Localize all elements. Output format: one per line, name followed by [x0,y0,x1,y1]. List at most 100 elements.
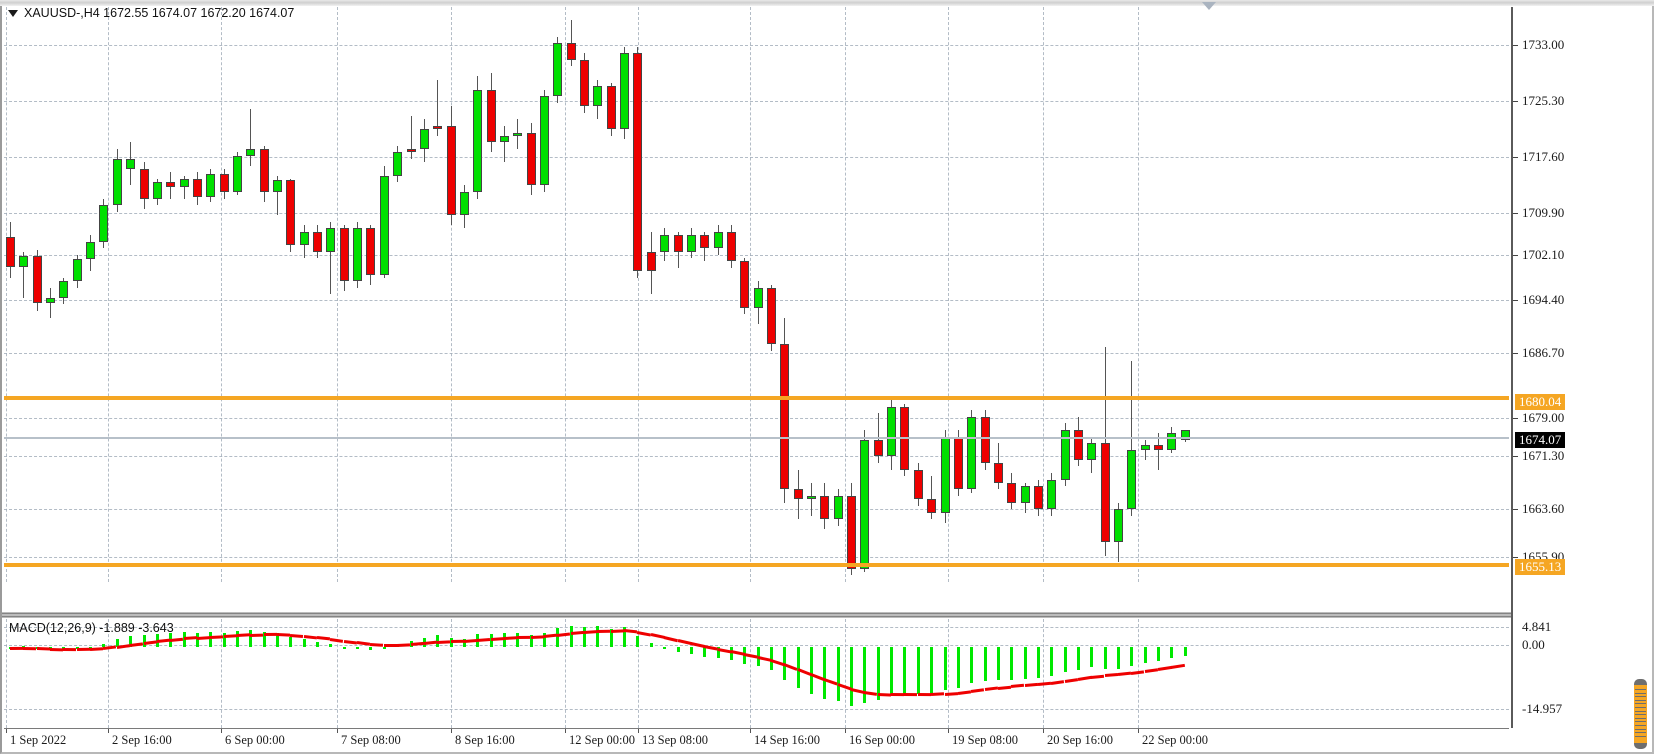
macd-histogram-bar [102,643,106,648]
macd-signal-segment [196,635,211,640]
slider-notch [1635,728,1646,730]
time-axis-label: 1 Sep 2022 [10,733,67,747]
macd-indicator-pane[interactable]: MACD(12,26,9) -1.889 -3.643 [4,619,1509,728]
candle-wick [570,20,572,67]
price-axis-label: 1733.00 [1522,37,1565,52]
price-gridline [4,157,1509,158]
slider-notch [1635,692,1646,694]
candle-body [633,53,643,272]
resistance-line[interactable] [4,396,1509,400]
macd-histogram-bar [983,647,987,682]
time-gridline [750,7,751,582]
candle-body [780,344,790,490]
time-gridline [845,7,846,582]
macd-signal-segment [316,636,331,641]
time-axis-tick [1043,729,1044,733]
price-gridline [4,509,1509,510]
macd-gridline [4,627,1509,628]
macd-time-gridline [6,619,7,728]
candle-body [887,406,897,457]
horizontal-line-level-lower-badge[interactable]: 1655.13 [1515,559,1566,575]
macd-signal-segment [891,693,905,697]
macd-histogram-bar [1103,647,1107,670]
macd-histogram-bar [342,647,346,650]
macd-histogram-bar [1010,647,1014,681]
macd-signal-segment [343,639,358,645]
candle-body [833,496,843,520]
current-price-badge[interactable]: 1674.07 [1515,432,1566,448]
macd-histogram-bar [1117,647,1121,670]
candle-body [99,205,109,243]
macd-signal-segment [984,686,999,692]
macd-signal-segment [997,685,1012,690]
time-axis-label: 6 Sep 00:00 [225,733,285,747]
candle-body [72,259,82,282]
time-axis-label: 12 Sep 00:00 [569,733,635,747]
candle-wick [410,116,412,159]
candle-body [273,180,282,193]
slider-notch [1635,717,1646,719]
macd-signal-segment [517,635,531,639]
candle-body [726,231,736,262]
macd-signal-segment [330,637,344,643]
macd-signal-segment [437,640,451,644]
time-gridline [337,7,338,582]
candle-wick [1158,433,1160,470]
macd-histogram-bar [1077,647,1080,670]
symbol-ohlc-label: XAUUSD-,H4 1672.55 1674.07 1672.20 1674.… [24,6,295,20]
pane-separator[interactable] [2,612,1511,618]
candle-body [419,129,429,150]
macd-histogram-bar [703,647,707,657]
macd-signal-segment [477,637,491,642]
time-axis-tick [750,729,751,733]
macd-histogram-bar [716,647,720,659]
macd-signal-segment [63,648,77,652]
macd-signal-segment [503,635,518,640]
candle-body [219,173,229,193]
candle-body [1047,479,1057,510]
macd-signal-segment [1171,664,1186,670]
macd-signal-segment [9,646,24,651]
macd-signal-segment [23,646,37,651]
candle-body [606,86,616,130]
price-axis[interactable]: 1733.00 1725.30 1717.60 1709.90 1702.10 1694.… [1511,7,1652,728]
chart-pan-marker-icon[interactable] [1202,2,1216,10]
price-chart-pane[interactable] [4,7,1509,582]
vertical-scale-slider[interactable] [1634,679,1647,749]
candle-body [993,463,1003,483]
macd-signal-segment [76,647,91,652]
time-axis-tick [221,729,222,733]
macd-histogram-bar [623,626,627,648]
price-axis-tick [1513,300,1518,301]
price-axis-tick [1513,418,1518,419]
candle-wick [330,221,332,295]
macd-signal-segment [103,645,117,651]
candle-body [139,168,149,199]
candle-body [246,149,256,156]
candle-body [847,496,857,569]
candle-body [953,436,963,490]
macd-histogram-bar [329,643,333,648]
candle-wick [1144,439,1146,460]
triangle-down-icon[interactable] [8,9,18,17]
candle-wick [23,251,25,298]
candle-body [526,132,536,186]
horizontal-line-level-upper-badge[interactable]: 1680.04 [1515,394,1566,410]
candle-body [713,231,723,249]
support-line[interactable] [4,563,1509,567]
macd-histogram-bar [1036,647,1040,679]
macd-histogram-bar [289,636,293,648]
time-axis-tick [565,729,566,733]
macd-histogram-bar [609,628,613,648]
candle-body [286,180,296,245]
time-axis-label: 2 Sep 16:00 [112,733,172,747]
candle-body [313,231,323,252]
current-price-line[interactable] [4,437,1509,439]
macd-histogram-bar [249,630,253,648]
macd-histogram-bar [890,647,894,696]
candle-body [860,439,870,569]
slider-notch [1635,696,1646,698]
macd-signal-segment [957,690,972,695]
candle-body [326,228,336,252]
time-axis[interactable]: 1 Sep 2022 2 Sep 16:00 6 Sep 00:00 7 Sep 08… [4,728,1509,752]
